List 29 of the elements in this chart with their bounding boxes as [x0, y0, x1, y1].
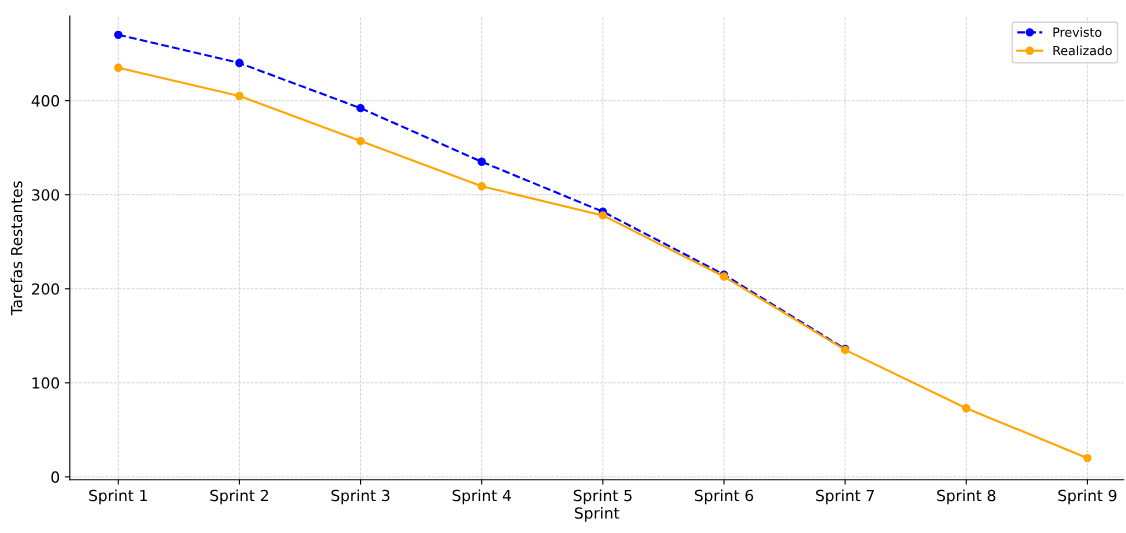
y-tick-label: 400	[31, 95, 60, 107]
point	[477, 157, 486, 166]
y-tick-label: 200	[32, 283, 60, 295]
x-tick-label: Sprint 6	[694, 489, 754, 505]
x-tick-label: Sprint 1	[89, 489, 147, 505]
point	[356, 104, 365, 113]
point	[356, 136, 365, 146]
x-tick-label: Sprint 3	[331, 489, 390, 505]
point	[114, 30, 123, 39]
point	[598, 211, 608, 220]
y-tick-label: 300	[32, 189, 60, 201]
point	[235, 91, 244, 101]
point	[962, 404, 971, 413]
legend-label: Previsto	[1053, 27, 1102, 37]
y-tick-label: 100	[32, 377, 60, 389]
x-tick-label: Sprint 2	[210, 489, 268, 505]
x-tick-label: Sprint 9	[1058, 489, 1117, 505]
x-tick-label: Sprint 7	[816, 489, 874, 505]
x-tick-label: Sprint 4	[452, 489, 511, 505]
point	[1083, 453, 1092, 463]
x-tick-label: Sprint 5	[573, 489, 632, 505]
y-axis-title: Tarefas Restantes	[10, 181, 23, 316]
point	[477, 182, 486, 191]
y-tick-label: 0	[51, 471, 60, 483]
point	[235, 58, 244, 68]
x-axis-title: Sprint	[574, 506, 620, 522]
point	[114, 63, 123, 72]
x-tick-label: Sprint 8	[937, 489, 996, 505]
legend-label: Realizado	[1053, 45, 1112, 56]
